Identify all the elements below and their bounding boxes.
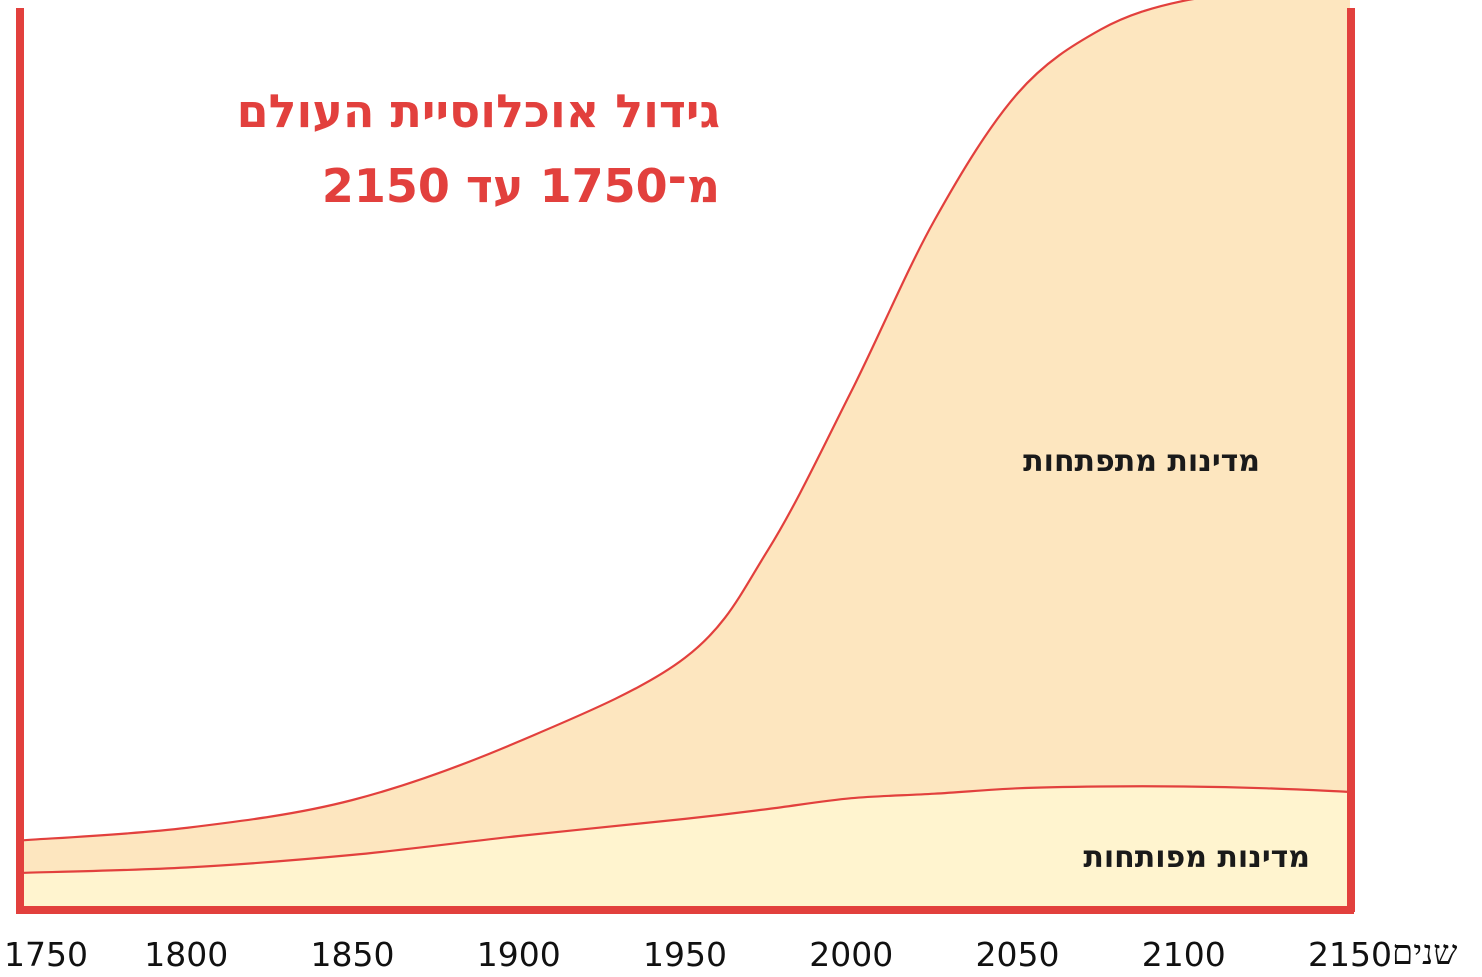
frame-layer <box>16 8 1355 914</box>
frame-right-edge <box>1347 8 1355 912</box>
frame-bottom-edge <box>16 906 1354 914</box>
x-tick-label: 2100 <box>1142 935 1226 974</box>
x-tick-label: 2050 <box>976 935 1060 974</box>
chart-title-line-2: מ־1750 עד 2150 <box>321 159 720 213</box>
series-label-developed: מדינות מפותחות <box>1083 840 1310 875</box>
line-total-population <box>19 0 1195 842</box>
lines-layer <box>19 0 1351 874</box>
x-tick-label: 1850 <box>311 935 395 974</box>
area-developing-countries <box>20 0 1350 908</box>
line-developed-countries <box>19 785 1351 874</box>
x-tick-label: 2150 <box>1308 935 1392 974</box>
series-label-developing: מדינות מתפתחות <box>1023 444 1260 479</box>
x-tick-label: 2000 <box>809 935 893 974</box>
x-tick-label: 1950 <box>643 935 727 974</box>
x-tick-label: 1750 <box>4 935 88 974</box>
x-tick-labels: 1750 1800 1850 1900 1950 2000 2050 2100 2150 <box>4 935 1392 974</box>
x-axis-title: שנים <box>1392 933 1458 973</box>
x-tick-label: 1900 <box>477 935 561 974</box>
x-tick-label: 1800 <box>144 935 228 974</box>
areas-layer <box>20 0 1350 908</box>
chart-title-line-1: גידול אוכלוסיית העולם <box>236 84 720 138</box>
area-developed-countries <box>20 786 1350 908</box>
frame-left-edge <box>16 8 24 912</box>
